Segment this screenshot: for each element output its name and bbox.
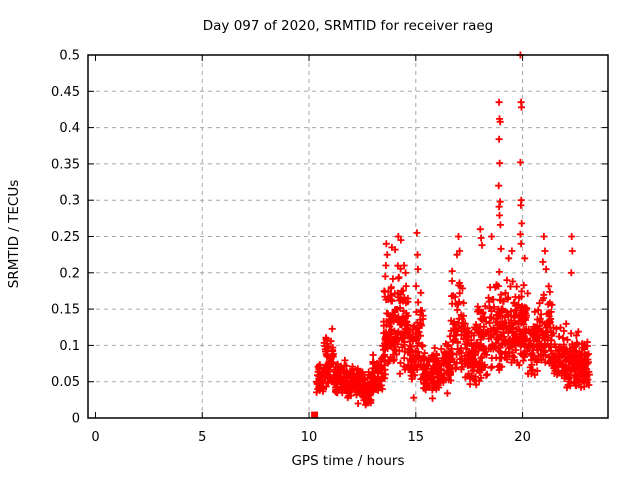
svg-text:15: 15 bbox=[408, 430, 425, 445]
chart-title: Day 097 of 2020, SRMTID for receiver rae… bbox=[202, 18, 494, 34]
axis-ticks bbox=[88, 54, 608, 419]
svg-text:20: 20 bbox=[514, 430, 531, 445]
svg-text:0.1: 0.1 bbox=[59, 339, 80, 354]
svg-text:10: 10 bbox=[301, 430, 318, 445]
svg-text:0.5: 0.5 bbox=[59, 49, 80, 64]
svg-text:0: 0 bbox=[72, 412, 80, 427]
x-tick-labels: 0 5 10 15 20 bbox=[91, 430, 531, 445]
data-points bbox=[313, 51, 593, 409]
x-axis-label: GPS time / hours bbox=[291, 453, 405, 469]
svg-text:0.45: 0.45 bbox=[51, 85, 80, 100]
svg-text:0.35: 0.35 bbox=[51, 157, 80, 172]
y-tick-labels: 0 0.05 0.1 0.15 0.2 0.25 0.3 0.35 0.4 0.45 0.5 bbox=[51, 49, 80, 427]
plot-frame bbox=[87, 54, 609, 419]
svg-text:0.4: 0.4 bbox=[59, 121, 80, 136]
grid-lines bbox=[88, 55, 608, 418]
svg-text:5: 5 bbox=[198, 430, 206, 445]
svg-text:0.05: 0.05 bbox=[51, 375, 80, 390]
start-marker bbox=[311, 411, 319, 419]
svg-text:0.15: 0.15 bbox=[51, 303, 80, 318]
svg-text:0: 0 bbox=[91, 430, 99, 445]
svg-text:0.2: 0.2 bbox=[59, 266, 80, 281]
svg-text:0.25: 0.25 bbox=[51, 230, 80, 245]
svg-text:0.3: 0.3 bbox=[59, 194, 80, 209]
